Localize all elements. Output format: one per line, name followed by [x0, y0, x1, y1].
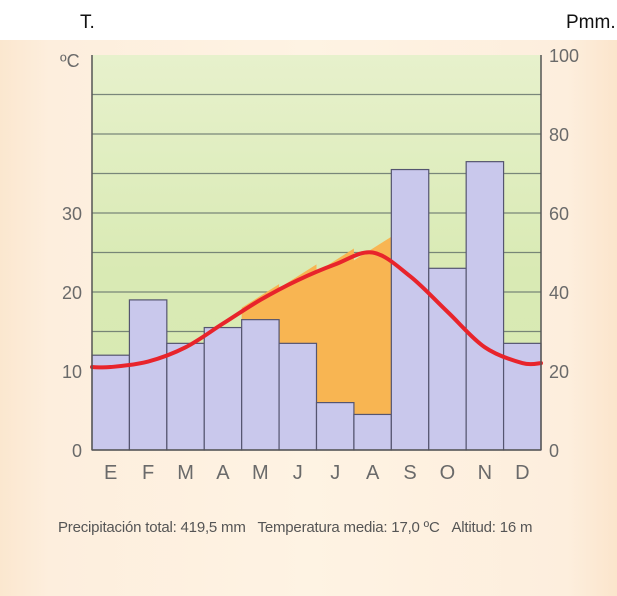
arid-period-area: [241, 236, 392, 415]
precipitation-bar: [91, 354, 131, 451]
precipitation-bar: [241, 319, 280, 451]
precipitation-bars: [91, 161, 542, 451]
right-tick-label: 100: [549, 46, 579, 66]
precipitation-axis-header: Pmm.: [566, 12, 616, 33]
month-label: O: [440, 462, 456, 484]
right-tick-label: 60: [549, 204, 569, 224]
month-label: M: [252, 462, 269, 484]
month-label: A: [366, 462, 380, 484]
month-label: D: [515, 462, 529, 484]
month-label: A: [216, 462, 230, 484]
month-label: J: [330, 462, 340, 484]
temperature-line: [90, 250, 543, 370]
precipitation-bar: [465, 161, 505, 451]
right-axis-ticks: 0 20 40 60 80 100: [549, 46, 579, 461]
right-tick-label: 20: [549, 362, 569, 382]
total-precipitation: Precipitación total: 419,5 mm: [58, 519, 246, 536]
precipitation-bar: [390, 168, 430, 451]
right-tick-label: 40: [549, 283, 569, 303]
month-label: M: [177, 462, 194, 484]
left-axis-ticks: 0 10 20 30: [62, 204, 82, 461]
precipitation-bar: [315, 402, 355, 451]
right-tick-label: 80: [549, 125, 569, 145]
month-label: F: [142, 462, 154, 484]
precipitation-bar: [428, 267, 467, 451]
precipitation-bar: [166, 342, 205, 451]
precipitation-bar: [203, 326, 243, 451]
left-tick-label: 10: [62, 362, 82, 382]
climate-summary: Precipitación total: 419,5 mm Temperatur…: [58, 519, 532, 536]
left-tick-label: 0: [72, 441, 82, 461]
precipitation-bar: [353, 413, 392, 451]
left-axis-label: ºC: [60, 51, 80, 71]
month-label: S: [403, 462, 416, 484]
month-label: J: [293, 462, 303, 484]
left-tick-label: 30: [62, 204, 82, 224]
month-label: E: [104, 462, 117, 484]
month-label: N: [478, 462, 492, 484]
left-tick-label: 20: [62, 283, 82, 303]
temperature-axis-header: T.: [80, 12, 95, 33]
right-tick-label: 0: [549, 441, 559, 461]
precipitation-bar: [278, 342, 318, 451]
precipitation-bar: [128, 299, 168, 451]
altitude: Altitud: 16 m: [451, 519, 533, 536]
mean-temperature: Temperatura media: 17,0 ºC: [257, 519, 440, 536]
